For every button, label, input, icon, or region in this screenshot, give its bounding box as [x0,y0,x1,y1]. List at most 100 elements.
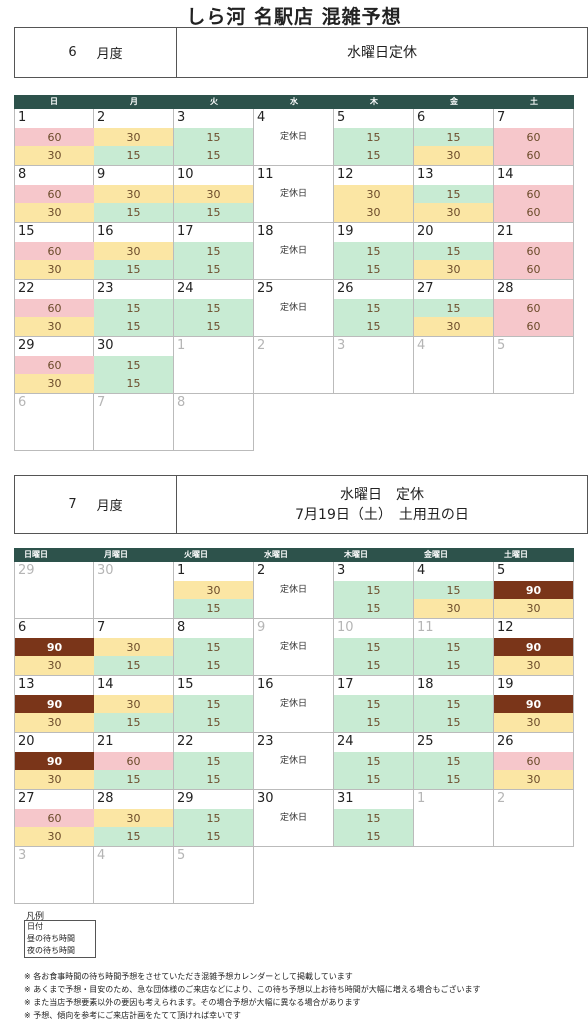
dinner-wait-time: 15 [94,146,173,165]
weekday-label: 金 [450,97,458,106]
calendar-day-cell: 29 15 15 [174,790,254,847]
empty-cell [414,394,494,451]
calendar-day-cell: 12 30 30 [334,166,414,223]
calendar-day-cell: 27 15 30 [414,280,494,337]
calendar-day-cell: 6 15 30 [414,109,494,166]
lunch-wait-time: 15 [334,299,413,318]
calendar-day-cell: 17 15 15 [174,223,254,280]
weekday-label: 木曜日 [344,550,368,559]
july-note: 水曜日 定休 7月19日（土） 土用丑の日 [177,476,587,533]
july-month-label: 7 月度 [15,476,177,533]
day-number: 14 [97,677,114,692]
lunch-wait-time: 90 [494,638,573,657]
dinner-wait-time: 15 [414,656,493,675]
calendar-day-cell: 3 [14,847,94,904]
day-number: 17 [177,224,194,239]
lunch-wait-time: 90 [15,752,94,771]
july-weekday-header: 日曜日 月曜日 火曜日 水曜日 木曜日 金曜日 土曜日 [14,548,574,562]
lunch-wait-time: 30 [94,638,173,657]
calendar-day-cell: 8 15 15 [174,619,254,676]
lunch-wait-time: 15 [334,128,413,147]
weekday-label: 日 [50,97,58,106]
calendar-day-cell: 15 60 30 [14,223,94,280]
day-number: 12 [497,620,514,635]
day-number: 31 [337,791,354,806]
dinner-wait-time: 60 [494,146,573,165]
dinner-wait-time: 30 [15,656,94,675]
lunch-wait-time: 30 [174,185,253,204]
dinner-wait-time: 30 [15,203,94,222]
notes: ※ 各お食事時間の待ち時間予想をさせていただき混雑予想カレンダーとして掲載してい… [24,970,481,1022]
note-line-1: ※ 各お食事時間の待ち時間予想をさせていただき混雑予想カレンダーとして掲載してい… [24,972,353,981]
day-number: 17 [337,677,354,692]
calendar-day-cell: 8 [174,394,254,451]
day-number: 12 [337,167,354,182]
weekday-label: 木 [370,97,378,106]
july-month-number: 7 [68,497,77,512]
calendar-day-cell: 12 90 30 [494,619,574,676]
day-number: 29 [18,338,35,353]
calendar-day-cell: 18 定休日 [254,223,334,280]
day-number: 1 [417,791,426,806]
day-number: 30 [97,338,114,353]
calendar-day-cell: 3 15 15 [334,562,414,619]
day-number: 9 [257,620,266,635]
day-number: 10 [337,620,354,635]
legend-title: 凡例 [26,912,45,922]
calendar-day-cell: 3 [334,337,414,394]
day-number: 6 [417,110,426,125]
dinner-wait-time: 30 [494,656,573,675]
day-number: 18 [257,224,274,239]
day-number: 6 [18,395,27,410]
weekday-label: 金曜日 [424,550,448,559]
lunch-wait-time: 60 [15,128,94,147]
calendar-week: 29 30 1 30 15 2 定休日 3 15 15 4 15 30 5 90 30 [14,562,574,619]
calendar-day-cell: 25 定休日 [254,280,334,337]
june-note: 水曜日定休 [177,28,587,77]
july-calendar-grid: 29 30 1 30 15 2 定休日 3 15 15 4 15 30 5 90 30 6 90 30 7 30 15 8 1… [14,562,574,904]
calendar-day-cell: 26 15 15 [334,280,414,337]
day-number: 2 [257,563,266,578]
weekday-label: 月 [130,97,138,106]
lunch-wait-time: 15 [174,752,253,771]
day-number: 3 [177,110,186,125]
closed-day-label: 定休日 [279,585,307,595]
day-number: 4 [417,563,426,578]
calendar-day-cell: 8 60 30 [14,166,94,223]
lunch-wait-time: 60 [15,809,94,828]
empty-cell [254,847,334,904]
calendar-day-cell: 30 定休日 [254,790,334,847]
day-number: 29 [177,791,194,806]
calendar-day-cell: 5 15 15 [334,109,414,166]
dinner-wait-time: 15 [334,656,413,675]
lunch-wait-time: 15 [334,809,413,828]
calendar-day-cell: 28 60 60 [494,280,574,337]
day-number: 5 [337,110,346,125]
dinner-wait-time: 15 [174,770,253,789]
dinner-wait-time: 15 [334,317,413,336]
calendar-day-cell: 16 定休日 [254,676,334,733]
empty-cell [494,394,574,451]
calendar-day-cell: 9 定休日 [254,619,334,676]
dinner-wait-time: 15 [334,260,413,279]
closed-day-label: 定休日 [279,189,307,199]
lunch-wait-time: 15 [174,242,253,261]
day-number: 5 [497,338,506,353]
calendar-day-cell: 24 15 15 [334,733,414,790]
calendar-day-cell: 23 15 15 [94,280,174,337]
calendar-day-cell: 2 [494,790,574,847]
note-line-2: ※ あくまで予想・目安のため、急な団体様のご来店などにより、この待ち予想以上お待… [24,985,481,994]
calendar-day-cell: 2 30 15 [94,109,174,166]
dinner-wait-time: 30 [414,599,493,618]
day-number: 8 [18,167,27,182]
calendar-day-cell: 4 [94,847,174,904]
closed-day-label: 定休日 [279,813,307,823]
day-number: 3 [18,848,27,863]
calendar-day-cell: 4 [414,337,494,394]
lunch-wait-time: 60 [494,128,573,147]
dinner-wait-time: 60 [494,317,573,336]
lunch-wait-time: 15 [414,242,493,261]
june-month-number: 6 [68,45,77,60]
day-number: 25 [257,281,274,296]
day-number: 1 [177,338,186,353]
